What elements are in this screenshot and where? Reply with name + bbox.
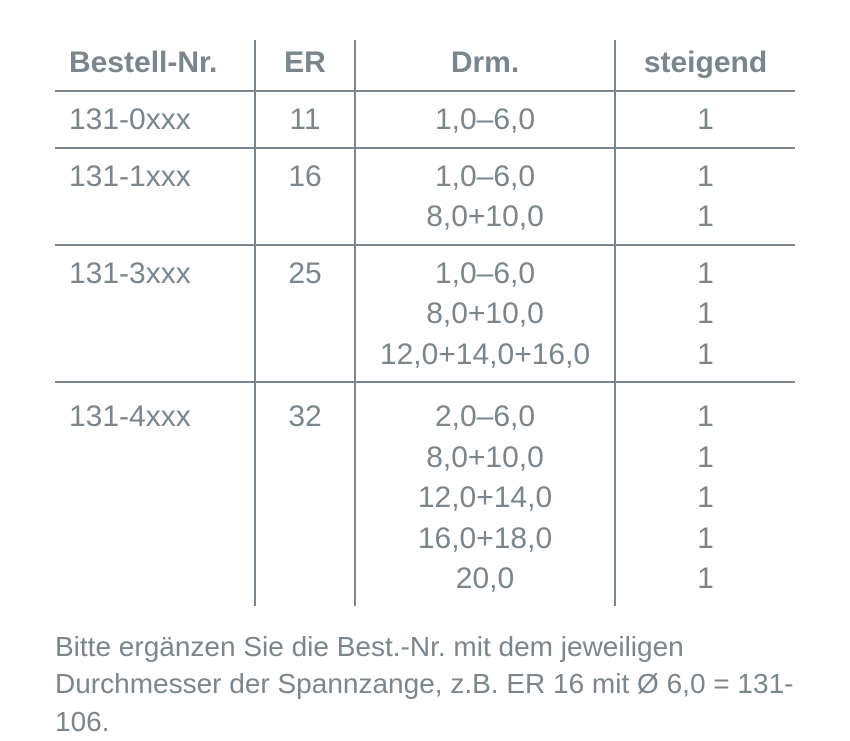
cell-er: 16 <box>255 148 355 245</box>
steigend-value: 1 <box>624 197 787 238</box>
steigend-value: 1 <box>624 478 787 519</box>
steigend-value: 1 <box>624 254 787 295</box>
drm-value: 8,0+10,0 <box>364 438 606 479</box>
cell-steigend: 11 <box>615 148 795 245</box>
table-row: 131-1xxx161,0–6,08,0+10,011 <box>55 148 795 245</box>
table-header-row: Bestell-Nr. ER Drm. steigend <box>55 40 795 91</box>
cell-bestell: 131-4xxx <box>55 389 255 606</box>
table-row: 131-0xxx111,0–6,0 1 <box>55 91 795 148</box>
drm-value: 16,0+18,0 <box>364 519 606 560</box>
cell-steigend: 11111 <box>615 389 795 606</box>
steigend-value: 1 <box>624 335 787 376</box>
drm-value: 1,0–6,0 <box>364 100 606 141</box>
cell-er: 25 <box>255 245 355 383</box>
cell-drm: 1,0–6,08,0+10,0 <box>355 148 615 245</box>
cell-drm: 1,0–6,08,0+10,012,0+14,0+16,0 <box>355 245 615 383</box>
drm-value: 1,0–6,0 <box>364 254 606 295</box>
col-header-drm: Drm. <box>355 40 615 91</box>
cell-drm: 2,0–6,08,0+10,012,0+14,016,0+18,020,0 <box>355 389 615 606</box>
drm-value: 8,0+10,0 <box>364 197 606 238</box>
drm-value: 1,0–6,0 <box>364 157 606 198</box>
steigend-value: 1 <box>624 157 787 198</box>
steigend-value: 1 <box>624 519 787 560</box>
steigend-value: 1 <box>624 397 787 438</box>
cell-steigend: 1 <box>615 91 795 148</box>
drm-value: 2,0–6,0 <box>364 397 606 438</box>
drm-value: 8,0+10,0 <box>364 294 606 335</box>
col-header-bestell: Bestell-Nr. <box>55 40 255 91</box>
col-header-er: ER <box>255 40 355 91</box>
drm-value: 12,0+14,0+16,0 <box>364 335 606 376</box>
steigend-value: 1 <box>624 294 787 335</box>
cell-bestell: 131-0xxx <box>55 91 255 148</box>
table-row: 131-4xxx322,0–6,08,0+10,012,0+14,016,0+1… <box>55 389 795 606</box>
cell-steigend: 111 <box>615 245 795 383</box>
spec-table: Bestell-Nr. ER Drm. steigend 131-0xxx111… <box>55 40 795 606</box>
steigend-value: 1 <box>624 559 787 600</box>
drm-value: 12,0+14,0 <box>364 478 606 519</box>
drm-value: 20,0 <box>364 559 606 600</box>
cell-bestell: 131-1xxx <box>55 148 255 245</box>
spacer-row <box>55 382 795 389</box>
table-row: 131-3xxx251,0–6,08,0+10,012,0+14,0+16,01… <box>55 245 795 383</box>
cell-er: 32 <box>255 389 355 606</box>
cell-bestell: 131-3xxx <box>55 245 255 383</box>
col-header-steigend: steigend <box>615 40 795 91</box>
steigend-value: 1 <box>624 100 787 141</box>
cell-drm: 1,0–6,0 <box>355 91 615 148</box>
footnote-text: Bitte ergänzen Sie die Best.-Nr. mit dem… <box>55 628 795 741</box>
steigend-value: 1 <box>624 438 787 479</box>
cell-er: 11 <box>255 91 355 148</box>
